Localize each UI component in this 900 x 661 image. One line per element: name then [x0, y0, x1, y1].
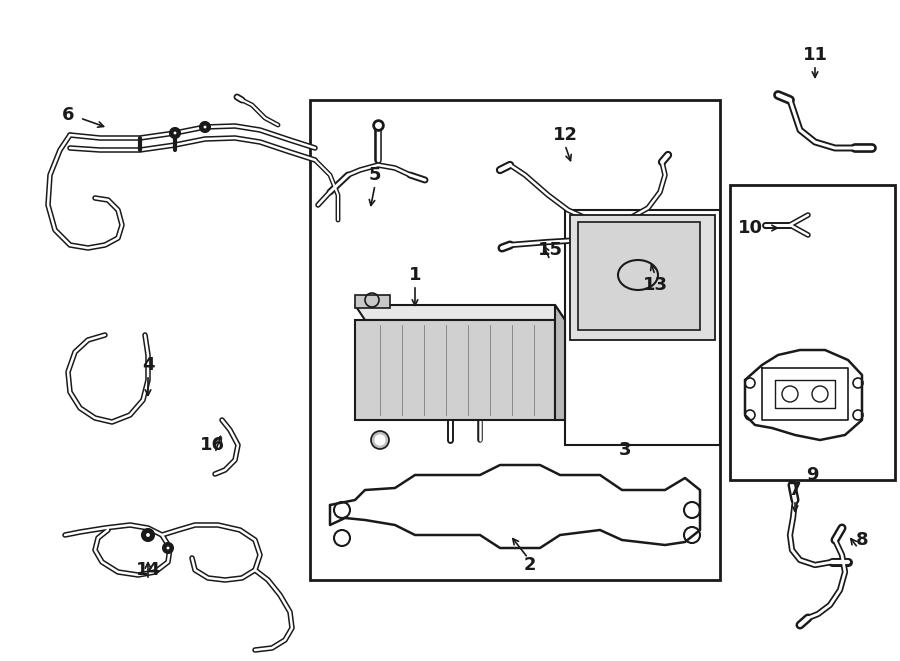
Circle shape — [142, 529, 154, 541]
Text: 9: 9 — [806, 466, 818, 484]
Bar — [730, 185, 895, 480]
Circle shape — [170, 128, 180, 138]
Polygon shape — [355, 295, 390, 308]
Text: 11: 11 — [803, 46, 827, 64]
Bar — [565, 210, 720, 445]
Circle shape — [145, 532, 151, 538]
Circle shape — [375, 435, 385, 445]
Circle shape — [202, 124, 208, 130]
Text: 15: 15 — [537, 241, 562, 259]
Text: 6: 6 — [62, 106, 74, 124]
Text: 4: 4 — [142, 356, 154, 374]
Text: 16: 16 — [200, 436, 224, 454]
Text: 7: 7 — [788, 481, 801, 499]
Bar — [570, 215, 715, 340]
Text: 1: 1 — [409, 266, 421, 284]
Text: 5: 5 — [369, 166, 382, 184]
Circle shape — [166, 545, 170, 551]
Text: 2: 2 — [524, 556, 536, 574]
Circle shape — [371, 431, 389, 449]
Text: 13: 13 — [643, 276, 668, 294]
Polygon shape — [555, 305, 565, 420]
Text: 14: 14 — [136, 561, 160, 579]
Polygon shape — [355, 305, 565, 320]
Polygon shape — [578, 222, 700, 330]
Text: 3: 3 — [619, 441, 631, 459]
Text: 10: 10 — [737, 219, 762, 237]
Bar — [310, 100, 720, 580]
Circle shape — [163, 543, 173, 553]
Circle shape — [173, 130, 177, 136]
Text: 12: 12 — [553, 126, 578, 144]
Polygon shape — [355, 320, 555, 420]
Text: 8: 8 — [856, 531, 868, 549]
Circle shape — [200, 122, 210, 132]
